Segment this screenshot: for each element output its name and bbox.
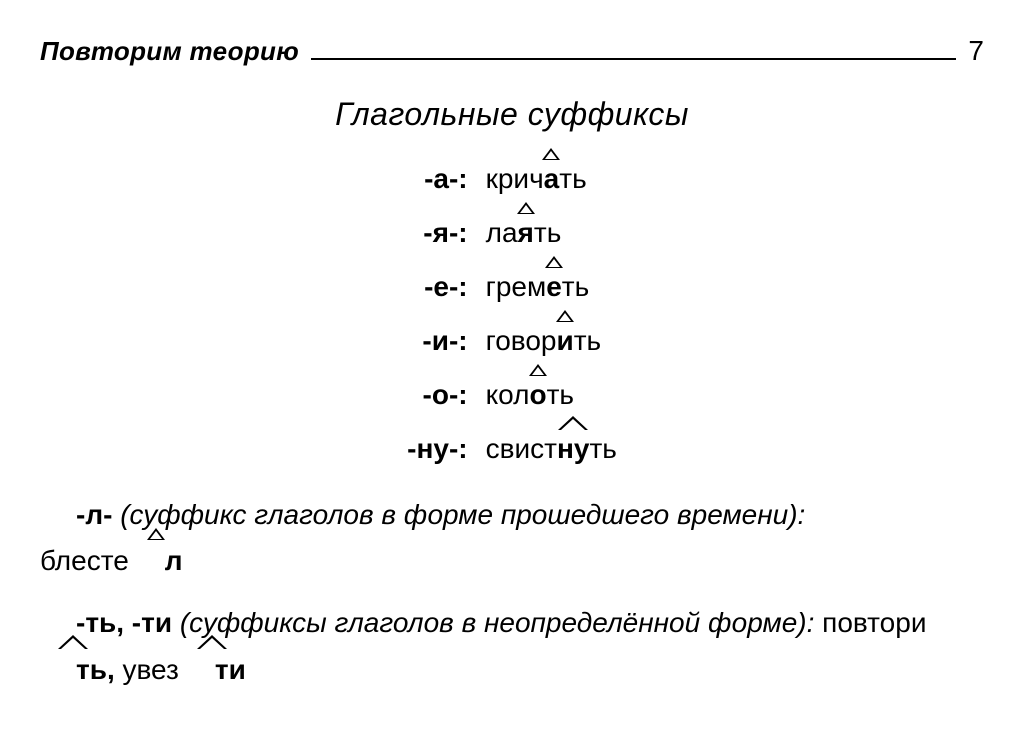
suffix-example-pre: говор [486, 325, 557, 356]
suffix-label: -а-: [407, 158, 467, 200]
suffix-example-pre: кол [486, 379, 530, 410]
paragraph-t: -ть, -ти (суффиксы глаголов в неопределё… [40, 600, 984, 692]
suffix-l-description: (суффикс глаголов в форме прошедшего вре… [112, 499, 805, 530]
suffix-l-label: -л- [76, 499, 112, 530]
suffix-label: -я-: [407, 212, 467, 254]
example-blestel: блестел [40, 545, 183, 576]
page-title: Глагольные суффиксы [40, 90, 984, 138]
example-uvezti-pre: увез [123, 654, 179, 685]
suffix-example-hat: я [518, 212, 534, 254]
suffix-example-hat: а [544, 158, 560, 200]
suffix-example: лаять [486, 212, 617, 254]
example-uvezti: увезти [123, 654, 246, 685]
suffix-example-hat: е [546, 266, 562, 308]
suffix-example: свистнуть [486, 428, 617, 470]
suffix-example-hat: о [529, 374, 546, 416]
suffix-label: -и-: [407, 320, 467, 362]
suffix-example: говорить [486, 320, 617, 362]
header-rule [311, 58, 956, 60]
suffix-example-pre: крич [486, 163, 544, 194]
suffix-example-hat: ну [557, 428, 589, 470]
suffix-example-post: ть [562, 271, 589, 302]
suffix-example-pre: грем [486, 271, 547, 302]
example-blestel-pre: блесте [40, 545, 129, 576]
suffix-example: колоть [486, 374, 617, 416]
suffix-example: кричать [486, 158, 617, 200]
example-povtorit-suffix-hat: ть [40, 647, 107, 693]
suffix-example: греметь [486, 266, 617, 308]
suffix-t-description: (суффиксы глаголов в неопределённой форм… [172, 607, 822, 638]
suffix-t-label: -ть, -ти [76, 607, 172, 638]
example-blestel-suffix-hat: л [129, 538, 183, 584]
suffix-example-post: ть [574, 325, 601, 356]
page-number: 7 [968, 30, 984, 72]
suffix-example-pre: ла [486, 217, 518, 248]
suffix-label: -о-: [407, 374, 467, 416]
section-label: Повторим теорию [40, 32, 299, 71]
suffix-example-hat: и [556, 320, 573, 362]
suffix-example-pre: свист [486, 433, 557, 464]
page-root: Повторим теорию 7 Глагольные суффиксы -а… [0, 0, 1024, 749]
suffix-example-post: ть [559, 163, 586, 194]
suffix-label: -е-: [407, 266, 467, 308]
header-row: Повторим теорию 7 [40, 30, 984, 72]
suffix-table: -а-:кричать-я-:лаять-е-:греметь-и-:говор… [40, 158, 984, 470]
example-uvezti-suffix-hat: ти [179, 647, 246, 693]
suffix-example-post: ть [547, 379, 574, 410]
example-povtorit-pre: повтори [822, 607, 926, 638]
suffix-example-post: ть [534, 217, 561, 248]
suffix-example-post: ть [589, 433, 616, 464]
example-separator: , [107, 654, 123, 685]
suffix-label: -ну-: [407, 428, 467, 470]
paragraph-l: -л- (суффикс глаголов в форме прошедшего… [40, 492, 984, 584]
